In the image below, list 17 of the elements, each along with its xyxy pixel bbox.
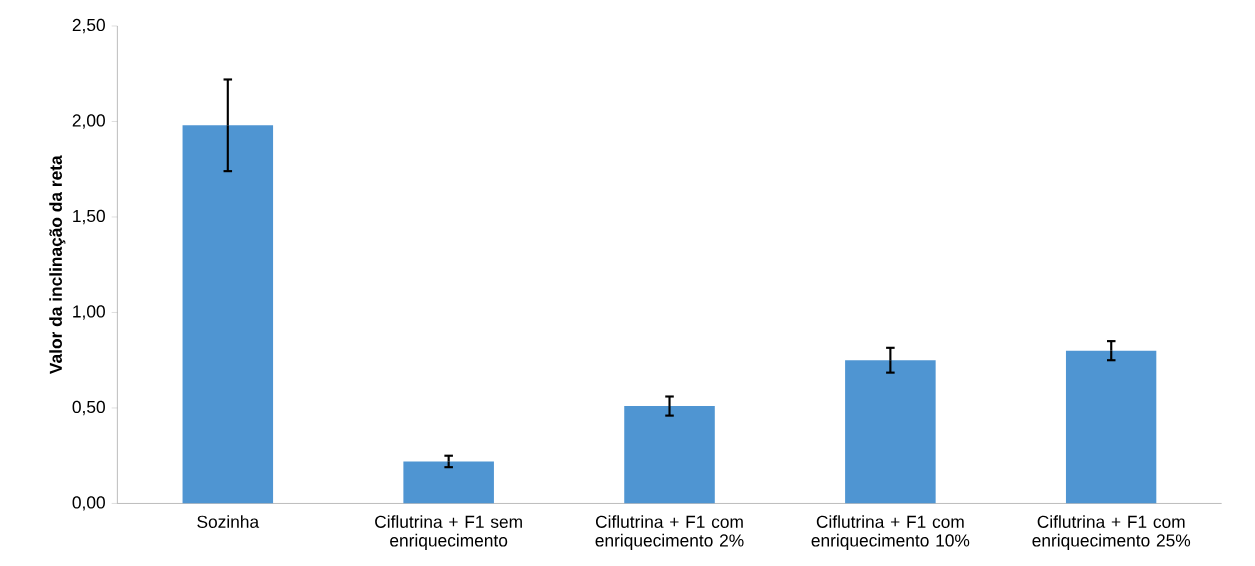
y-tick-label: 2,00 bbox=[72, 114, 105, 129]
bar bbox=[403, 461, 494, 504]
y-tick-label: 1,50 bbox=[73, 209, 105, 225]
x-tick-label: Sozinha bbox=[197, 515, 260, 528]
bar bbox=[182, 125, 274, 504]
x-tick-label: Ciflutrina + F1 com enriquecimento 2% bbox=[595, 515, 744, 550]
y-tick-label: 2,50 bbox=[72, 18, 105, 34]
bar bbox=[624, 406, 715, 504]
x-tick-label: Ciflutrina + F1 com enriquecimento 10% bbox=[811, 515, 970, 550]
y-tick-label: 0,00 bbox=[72, 496, 105, 511]
x-tick-label: Ciflutrina + F1 sem enriquecimento bbox=[375, 515, 522, 550]
x-tick-label: Ciflutrina + F1 com enriquecimento 25% bbox=[1032, 515, 1191, 550]
y-axis-title: Valor da inclinação da reta bbox=[49, 155, 66, 374]
bar bbox=[1065, 350, 1157, 504]
bar bbox=[845, 360, 936, 504]
y-tick-label: 0,50 bbox=[72, 400, 105, 416]
y-tick-label: 1,00 bbox=[73, 305, 105, 320]
